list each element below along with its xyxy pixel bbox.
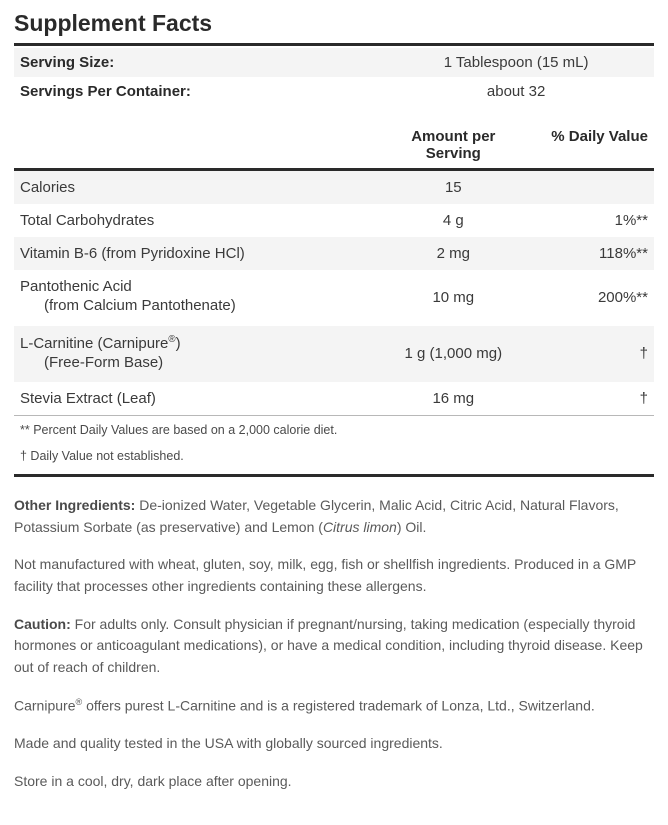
nutrient-amount: 10 mg <box>384 289 522 306</box>
serving-size-label: Serving Size: <box>20 54 384 71</box>
nutrient-row: Pantothenic Acid(from Calcium Pantothena… <box>14 270 654 326</box>
trademark-post: offers purest L-Carnitine and is a regis… <box>82 697 595 713</box>
caution: Caution: For adults only. Consult physic… <box>14 614 654 679</box>
nutrient-dv: † <box>522 345 648 362</box>
nutrient-row: Stevia Extract (Leaf)16 mg† <box>14 382 654 415</box>
nutrient-name: L-Carnitine (Carnipure®)(Free-Form Base) <box>20 334 384 375</box>
col-dv: % Daily Value <box>522 128 648 162</box>
nutrient-amount: 1 g (1,000 mg) <box>384 345 522 362</box>
footnote-a: ** Percent Daily Values are based on a 2… <box>14 416 654 442</box>
servings-per-value: about 32 <box>384 83 648 100</box>
other-ingredients-tail: ) Oil. <box>397 519 427 535</box>
nutrient-header: Amount per Serving % Daily Value <box>14 128 654 171</box>
nutrient-dv: 200%** <box>522 289 648 306</box>
trademark-pre: Carnipure <box>14 697 75 713</box>
col-amount: Amount per Serving <box>384 128 522 162</box>
nutrient-dv: 118%** <box>522 245 648 262</box>
servings-per-row: Servings Per Container: about 32 <box>14 77 654 106</box>
serving-table: Serving Size: 1 Tablespoon (15 mL) Servi… <box>14 48 654 106</box>
nutrient-name: Calories <box>20 179 384 196</box>
nutrient-name: Total Carbohydrates <box>20 212 384 229</box>
footnote-b: † Daily Value not established. <box>14 442 654 468</box>
nutrient-row: Total Carbohydrates4 g1%** <box>14 204 654 237</box>
nutrient-amount: 15 <box>384 179 522 196</box>
nutrient-row: L-Carnitine (Carnipure®)(Free-Form Base)… <box>14 326 654 383</box>
nutrient-body: Calories15Total Carbohydrates4 g1%**Vita… <box>14 171 654 415</box>
trademark: Carnipure® offers purest L-Carnitine and… <box>14 695 654 717</box>
nutrient-dv: † <box>522 390 648 407</box>
allergen-statement: Not manufactured with wheat, gluten, soy… <box>14 554 654 597</box>
nutrient-row: Vitamin B-6 (from Pyridoxine HCl)2 mg118… <box>14 237 654 270</box>
other-ingredients: Other Ingredients: De-ionized Water, Veg… <box>14 495 654 538</box>
other-ingredients-label: Other Ingredients: <box>14 497 135 513</box>
caution-text: For adults only. Consult physician if pr… <box>14 616 643 675</box>
nutrient-name: Pantothenic Acid(from Calcium Pantothena… <box>20 278 384 318</box>
rule-top <box>14 43 654 46</box>
other-ingredients-italic: Citrus limon <box>323 519 397 535</box>
storage: Store in a cool, dry, dark place after o… <box>14 771 654 793</box>
servings-per-label: Servings Per Container: <box>20 83 384 100</box>
nutrient-name: Stevia Extract (Leaf) <box>20 390 384 407</box>
nutrient-row: Calories15 <box>14 171 654 204</box>
serving-size-row: Serving Size: 1 Tablespoon (15 mL) <box>14 48 654 77</box>
rule-bottom <box>14 474 654 477</box>
panel-title: Supplement Facts <box>14 10 654 37</box>
nutrient-name: Vitamin B-6 (from Pyridoxine HCl) <box>20 245 384 262</box>
nutrient-dv: 1%** <box>522 212 648 229</box>
caution-label: Caution: <box>14 616 71 632</box>
serving-size-value: 1 Tablespoon (15 mL) <box>384 54 648 71</box>
nutrient-amount: 2 mg <box>384 245 522 262</box>
nutrient-amount: 4 g <box>384 212 522 229</box>
nutrient-amount: 16 mg <box>384 390 522 407</box>
made-in: Made and quality tested in the USA with … <box>14 733 654 755</box>
